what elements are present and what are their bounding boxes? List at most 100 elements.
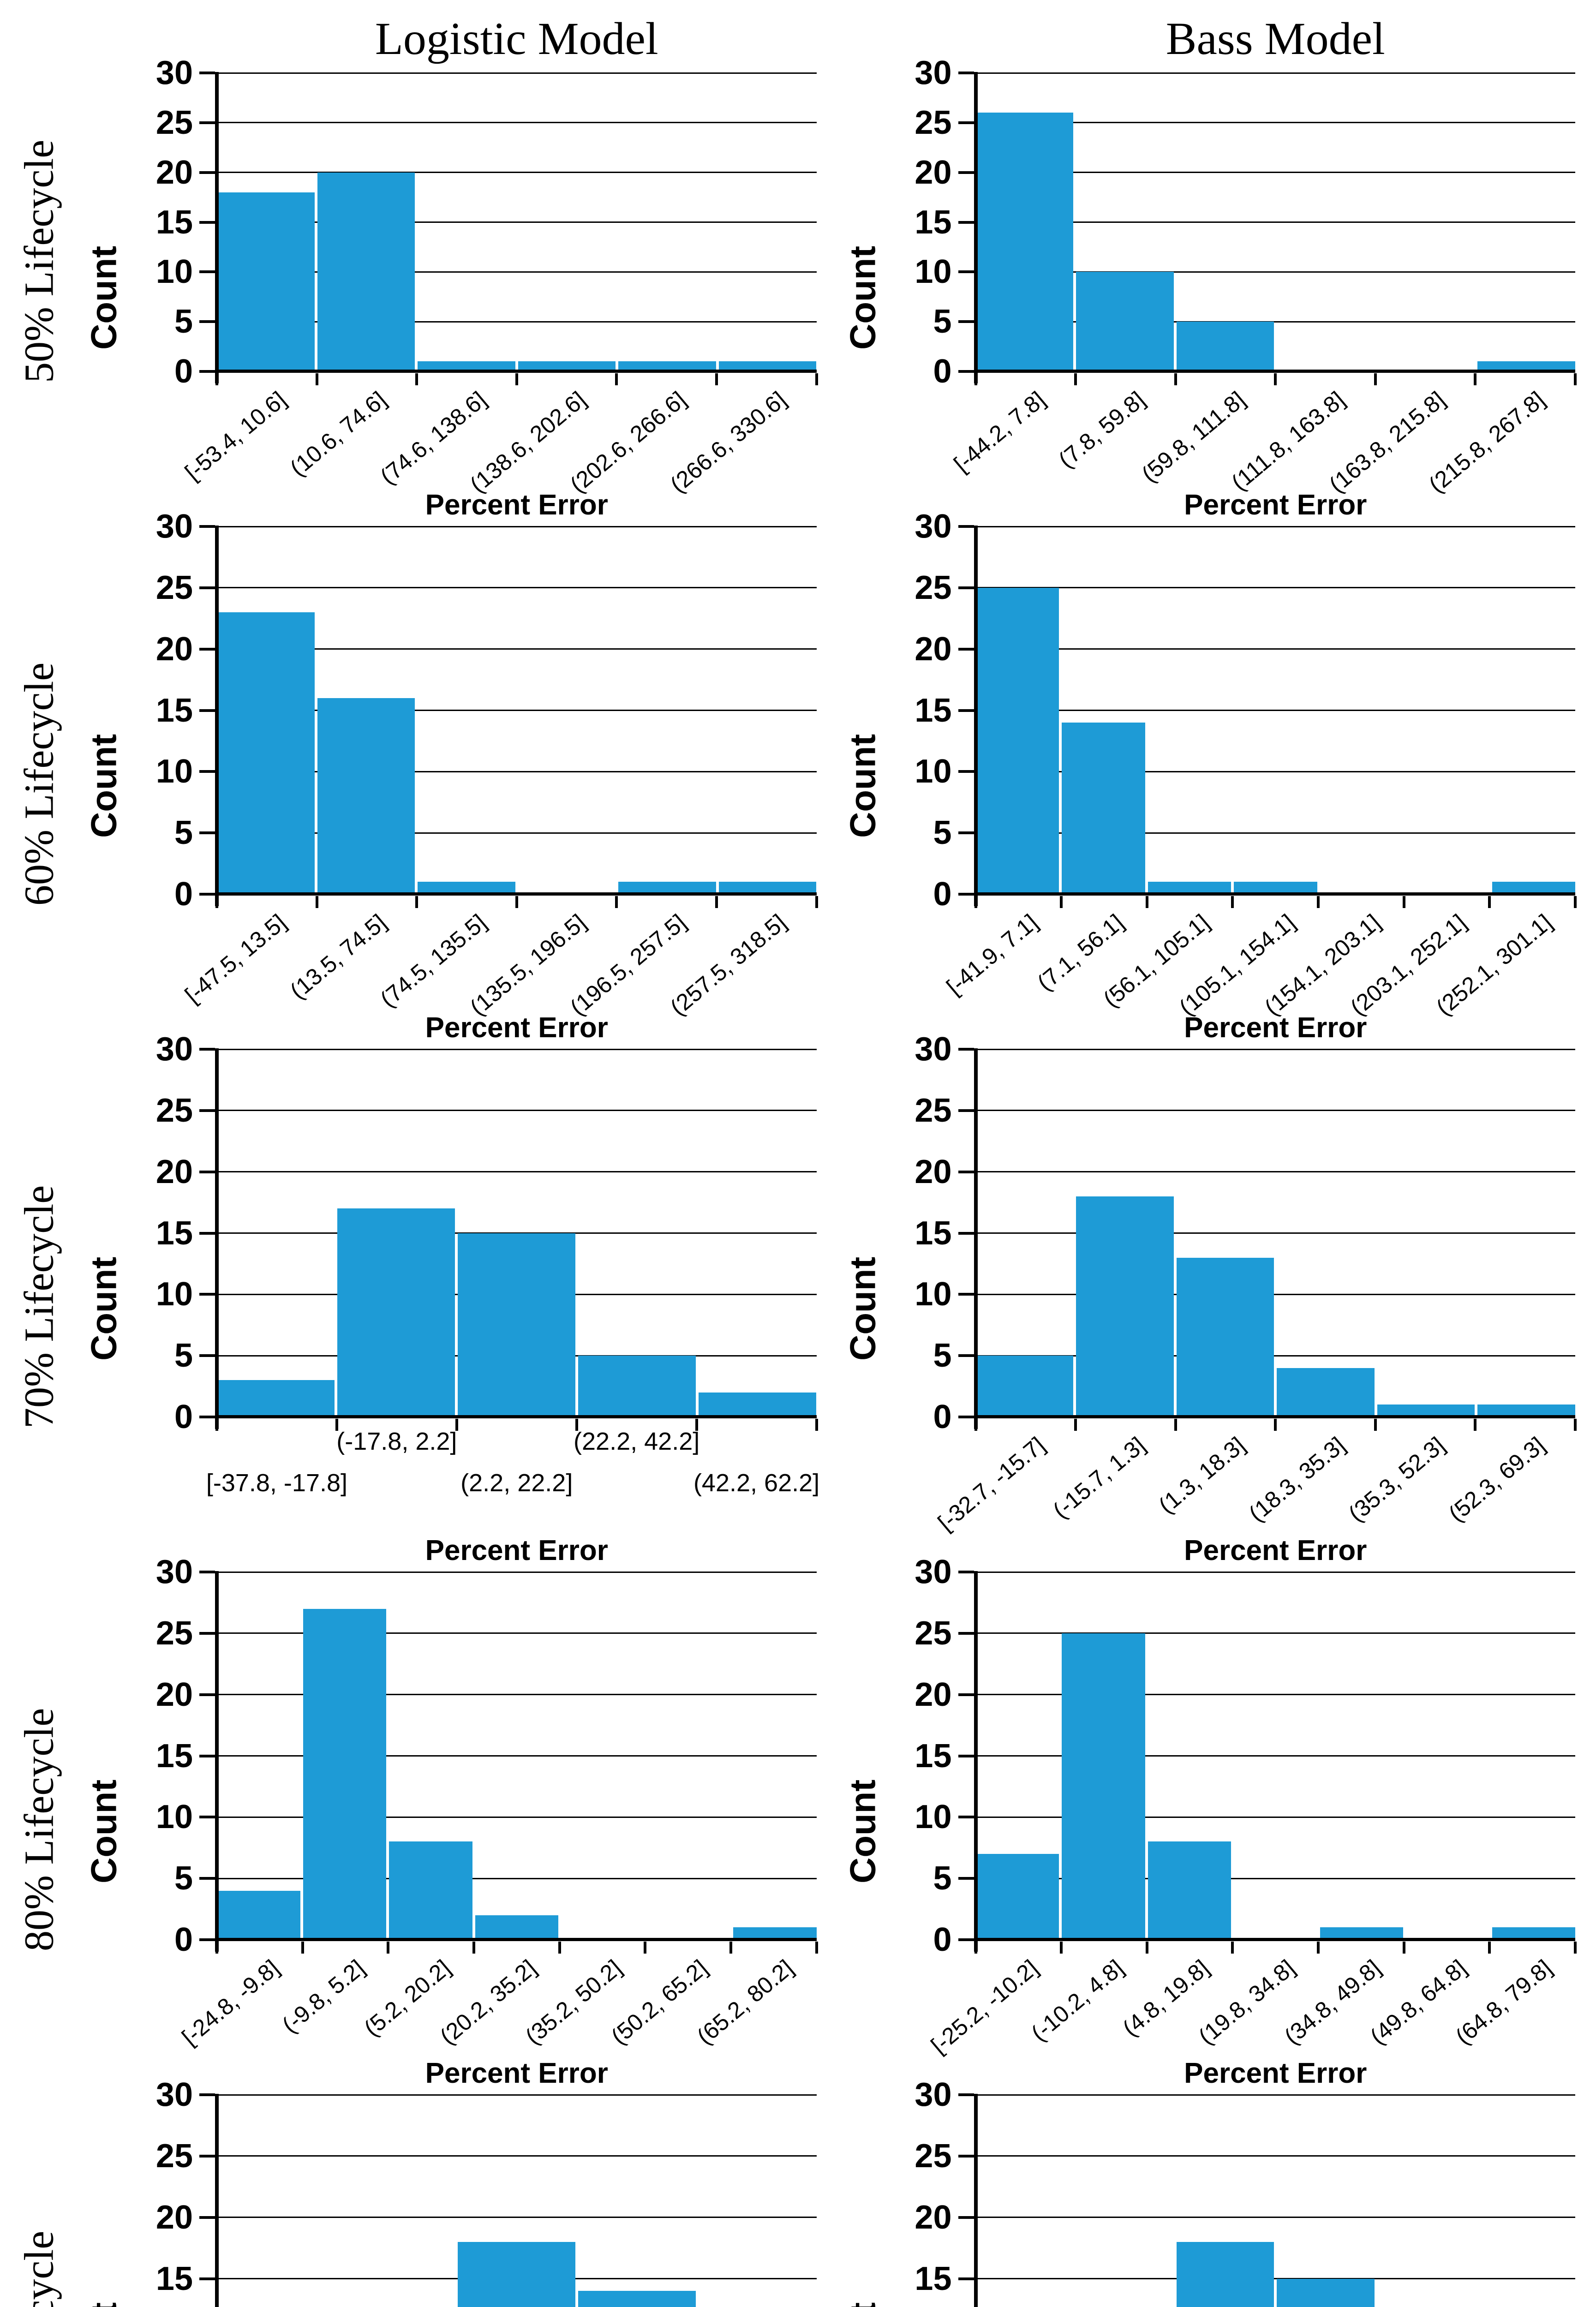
y-tick-mark xyxy=(199,1571,215,1573)
y-tick-mark xyxy=(958,647,974,651)
histogram-bar xyxy=(1176,1257,1274,1417)
y-tick-mark xyxy=(958,2093,974,2096)
x-axis-line xyxy=(974,892,1575,896)
x-tick-label: (-17.8, 2.2] xyxy=(336,1428,457,1455)
y-tick-mark xyxy=(958,525,974,528)
x-axis-line xyxy=(974,370,1575,373)
x-tick-mark xyxy=(1074,1419,1077,1431)
y-tick-label: 0 xyxy=(933,1399,952,1435)
y-tick-label: 30 xyxy=(155,508,193,545)
x-tick-mark xyxy=(715,373,718,385)
y-tick-label: 10 xyxy=(155,1799,193,1836)
histogram-bar xyxy=(217,1380,335,1417)
histogram-bar xyxy=(1492,1927,1575,1940)
histogram-panel: Count 0 5 10 15 20 25 30 [-37.8, -17.8] (-17.8, 2… xyxy=(78,1033,837,1568)
histogram-bar xyxy=(389,1841,472,1940)
histogram-bar xyxy=(618,361,716,371)
y-tick-mark xyxy=(958,1354,974,1357)
y-tick-mark xyxy=(199,1877,215,1880)
histogram-bar xyxy=(1148,1841,1231,1940)
x-tick-label: [-53.4, 10.6] xyxy=(180,386,292,485)
histogram-bar xyxy=(578,2291,696,2307)
gridline xyxy=(975,271,1575,273)
x-label-area: [-53.4, 10.6] (10.6, 74.6] (74.6, 138.6] (1… xyxy=(180,371,817,497)
x-tick-mark xyxy=(1488,896,1491,908)
x-tick-mark xyxy=(1402,896,1405,908)
y-tick-label: 20 xyxy=(915,154,952,191)
bars-layer xyxy=(217,73,817,371)
histogram-bar xyxy=(1148,882,1231,894)
x-label-area: [-32.7, -15.7] (-15.7, 1.3] (1.3, 18.3] (18… xyxy=(933,1417,1576,1536)
bars-layer xyxy=(217,526,817,894)
y-tick-label: 15 xyxy=(155,692,193,729)
histogram-panel: Count 0 5 10 15 20 25 30 [-25.2, -10.2] (-10.2, 4… xyxy=(837,1555,1596,2091)
y-tick-label: 15 xyxy=(915,2260,952,2297)
histogram-panel: Bass Model Count 0 5 10 15 20 25 30 [-44.2, 7.8](… xyxy=(837,0,1596,523)
histogram-bar xyxy=(1076,1196,1174,1417)
plot-column: 0 5 10 15 20 25 30 [-41.9, 7.1] (7.1, 56.1] (56.1… xyxy=(888,510,1577,1046)
y-tick-label: 25 xyxy=(155,569,193,606)
x-tick-label: [-32.7, -15.7] xyxy=(933,1432,1050,1536)
gridline xyxy=(975,2094,1575,2096)
y-axis-title: Count xyxy=(842,1256,883,1361)
x-tick-mark xyxy=(215,1942,218,1954)
y-axis-line xyxy=(215,72,219,383)
y-tick-mark xyxy=(199,121,215,124)
x-tick-mark xyxy=(515,373,518,385)
x-tick-label: [-44.2, 7.8] xyxy=(949,386,1050,478)
row-label: 90% Lifecycle xyxy=(0,2091,78,2307)
y-tick-label: 5 xyxy=(933,1860,952,1897)
x-axis-title: Percent Error xyxy=(1184,1534,1367,1566)
histogram-bar xyxy=(317,698,415,894)
y-tick-label: 0 xyxy=(174,353,193,390)
x-tick-mark xyxy=(415,896,418,908)
y-tick-label: 5 xyxy=(174,1337,193,1375)
x-axis-title: Percent Error xyxy=(425,1011,608,1044)
y-tick-mark xyxy=(199,709,215,712)
x-tick-mark xyxy=(335,1419,338,1431)
gridline xyxy=(975,122,1575,124)
y-tick-mark xyxy=(958,2154,974,2158)
gridline xyxy=(217,771,817,772)
x-tick-mark xyxy=(558,1942,561,1954)
y-tick-mark xyxy=(199,171,215,174)
x-tick-label: (13.5, 74.5] xyxy=(285,909,391,1004)
y-tick-mark xyxy=(199,270,215,274)
x-tick-mark xyxy=(1317,896,1320,908)
row-label: 70% Lifecycle xyxy=(16,1185,62,1429)
histogram-bar xyxy=(475,1915,558,1940)
y-tick-mark xyxy=(958,1754,974,1757)
y-tick-mark xyxy=(958,320,974,323)
y-tick-mark xyxy=(958,1416,974,1418)
y-tick-mark xyxy=(199,1170,215,1173)
y-tick-label: 30 xyxy=(155,1554,193,1590)
y-tick-mark xyxy=(958,1170,974,1173)
y-tick-mark xyxy=(958,1048,974,1051)
x-tick-mark xyxy=(455,1419,458,1431)
x-tick-mark xyxy=(1174,373,1177,385)
histogram-bar xyxy=(1492,882,1575,894)
x-tick-mark xyxy=(301,1942,304,1954)
y-tick-mark xyxy=(958,370,974,373)
x-tick-label: (1.3, 18.3] xyxy=(1154,1432,1250,1519)
x-tick-label: (52.3, 69.3] xyxy=(1443,1432,1550,1527)
y-tick-label: 15 xyxy=(915,1737,952,1775)
x-axis-title: Percent Error xyxy=(1184,1011,1367,1044)
y-tick-label: 30 xyxy=(155,1031,193,1068)
histogram-bar xyxy=(317,172,415,371)
gridline xyxy=(217,1877,817,1879)
y-tick-mark xyxy=(958,1571,974,1573)
gridline xyxy=(217,2217,817,2218)
x-tick-mark xyxy=(974,1942,977,1954)
histogram-bar xyxy=(699,1392,817,1417)
gridline xyxy=(975,2155,1575,2157)
y-tick-mark xyxy=(199,1632,215,1635)
y-axis-title: Count xyxy=(842,245,883,350)
gridline xyxy=(975,832,1575,834)
y-tick-mark xyxy=(199,2093,215,2096)
